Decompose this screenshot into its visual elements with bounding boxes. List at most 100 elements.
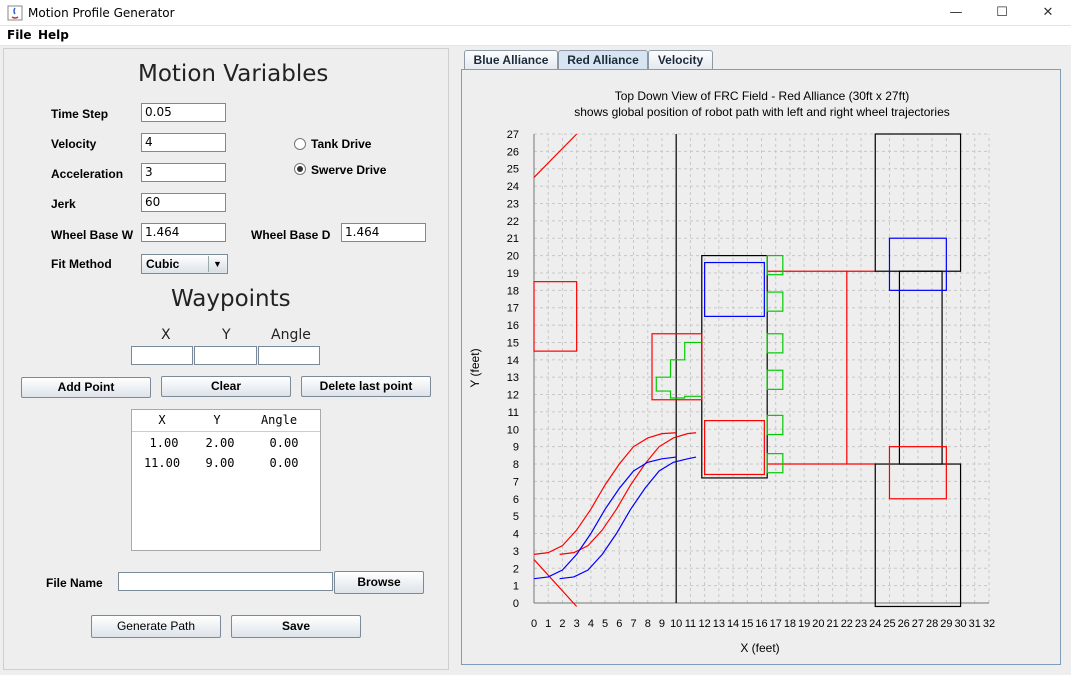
field-line xyxy=(533,133,578,178)
x-tick-label: 10 xyxy=(670,618,682,630)
menu-help[interactable]: Help xyxy=(38,28,69,42)
field-element-green xyxy=(766,369,784,390)
x-tick-label: 22 xyxy=(841,618,853,630)
wheel-base-w-field[interactable]: 1.464 xyxy=(141,223,226,242)
field-element-red xyxy=(888,446,947,500)
table-header-angle: Angle xyxy=(260,413,298,427)
field-element-black xyxy=(701,254,768,479)
field-plot[interactable]: Top Down View of FRC Field - Red Allianc… xyxy=(462,70,1060,664)
y-tick-label: 7 xyxy=(513,476,519,488)
x-tick-label: 19 xyxy=(798,618,810,630)
wheel-trajectory-blue xyxy=(559,456,697,580)
y-tick-label: 24 xyxy=(507,181,519,193)
field-element-red xyxy=(704,420,765,476)
field-element-green xyxy=(766,414,784,436)
x-tick-label: 30 xyxy=(954,618,966,630)
waypoint-table[interactable]: X Y Angle 1.00 2.00 0.00 11.00 9.00 0.00 xyxy=(131,409,321,551)
velocity-field[interactable]: 4 xyxy=(141,133,226,152)
time-step-label: Time Step xyxy=(51,107,109,121)
x-tick-label: 15 xyxy=(741,618,753,630)
field-element-red xyxy=(533,281,578,352)
cell-x: 11.00 xyxy=(143,456,181,470)
y-tick-label: 3 xyxy=(513,546,519,558)
menu-file[interactable]: File xyxy=(7,28,32,42)
cell-y: 9.00 xyxy=(205,456,235,470)
y-tick-label: 9 xyxy=(513,442,519,454)
tank-drive-radio[interactable] xyxy=(294,138,306,150)
y-tick-label: 15 xyxy=(507,337,519,349)
cell-x: 1.00 xyxy=(149,436,179,450)
fit-method-dropdown[interactable]: Cubic ▼ xyxy=(141,254,228,274)
x-tick-label: 24 xyxy=(869,618,881,630)
x-tick-label: 28 xyxy=(926,618,938,630)
waypoint-angle-input[interactable] xyxy=(258,346,320,365)
y-tick-label: 5 xyxy=(513,511,519,523)
x-tick-label: 21 xyxy=(826,618,838,630)
wheel-base-d-label: Wheel Base D xyxy=(251,228,331,242)
add-point-button[interactable]: Add Point xyxy=(21,377,151,398)
clear-button[interactable]: Clear xyxy=(161,376,291,397)
y-tick-label: 4 xyxy=(513,529,519,541)
y-tick-label: 13 xyxy=(507,372,519,384)
y-tick-label: 11 xyxy=(508,407,519,419)
waypoint-y-input[interactable] xyxy=(194,346,257,365)
y-tick-label: 22 xyxy=(507,216,519,228)
jerk-field[interactable]: 60 xyxy=(141,193,226,212)
chart-subtitle: shows global position of robot path with… xyxy=(574,105,950,119)
tab-velocity[interactable]: Velocity xyxy=(648,50,713,70)
y-tick-label: 0 xyxy=(513,598,519,610)
swerve-drive-label[interactable]: Swerve Drive xyxy=(311,163,387,177)
x-tick-label: 9 xyxy=(659,618,665,630)
x-tick-label: 13 xyxy=(713,618,725,630)
x-tick-label: 31 xyxy=(969,618,981,630)
y-tick-label: 25 xyxy=(507,164,519,176)
field-element-black xyxy=(898,270,943,465)
x-tick-label: 6 xyxy=(616,618,622,630)
browse-button[interactable]: Browse xyxy=(334,571,424,594)
tab-red-alliance[interactable]: Red Alliance xyxy=(558,50,648,71)
field-element-green xyxy=(766,254,784,276)
file-name-label: File Name xyxy=(46,576,103,590)
chevron-down-icon[interactable]: ▼ xyxy=(208,256,226,272)
chart-title: Top Down View of FRC Field - Red Allianc… xyxy=(615,89,910,103)
field-steps xyxy=(655,341,702,399)
table-row[interactable]: 11.00 9.00 0.00 xyxy=(132,456,320,474)
x-tick-label: 17 xyxy=(770,618,782,630)
y-tick-label: 17 xyxy=(507,303,519,315)
table-header-x: X xyxy=(158,413,166,427)
y-axis-label: Y (feet) xyxy=(468,348,482,387)
minimize-button[interactable]: — xyxy=(949,5,963,20)
time-step-field[interactable]: 0.05 xyxy=(141,103,226,122)
file-name-field[interactable] xyxy=(118,572,333,591)
y-tick-label: 23 xyxy=(507,198,519,210)
wheel-trajectory-red xyxy=(533,432,677,555)
waypoint-x-input[interactable] xyxy=(131,346,193,365)
x-tick-label: 25 xyxy=(883,618,895,630)
swerve-drive-radio[interactable] xyxy=(294,163,306,175)
y-tick-label: 18 xyxy=(507,285,519,297)
cell-angle: 0.00 xyxy=(269,436,299,450)
wheel-base-d-field[interactable]: 1.464 xyxy=(341,223,426,242)
menu-bar: File Help xyxy=(0,26,1071,46)
field-element-green xyxy=(766,291,784,312)
x-tick-label: 5 xyxy=(602,618,608,630)
field-element-green xyxy=(766,453,784,474)
save-button[interactable]: Save xyxy=(231,615,361,638)
field-element-blue xyxy=(888,237,947,291)
y-tick-label: 1 xyxy=(513,581,519,593)
x-tick-label: 2 xyxy=(559,618,565,630)
y-tick-label: 6 xyxy=(513,494,519,506)
x-tick-label: 27 xyxy=(912,618,924,630)
window-title: Motion Profile Generator xyxy=(28,6,175,20)
tab-blue-alliance[interactable]: Blue Alliance xyxy=(464,50,558,70)
table-row[interactable]: 1.00 2.00 0.00 xyxy=(132,436,320,454)
motion-variables-heading: Motion Variables xyxy=(138,61,329,87)
generate-path-button[interactable]: Generate Path xyxy=(91,615,221,638)
delete-last-point-button[interactable]: Delete last point xyxy=(301,376,431,397)
y-tick-label: 26 xyxy=(507,146,519,158)
tank-drive-label[interactable]: Tank Drive xyxy=(311,137,372,151)
maximize-button[interactable]: ☐ xyxy=(996,5,1008,20)
acceleration-field[interactable]: 3 xyxy=(141,163,226,182)
x-tick-label: 26 xyxy=(898,618,910,630)
close-button[interactable]: ✕ xyxy=(1042,5,1054,20)
